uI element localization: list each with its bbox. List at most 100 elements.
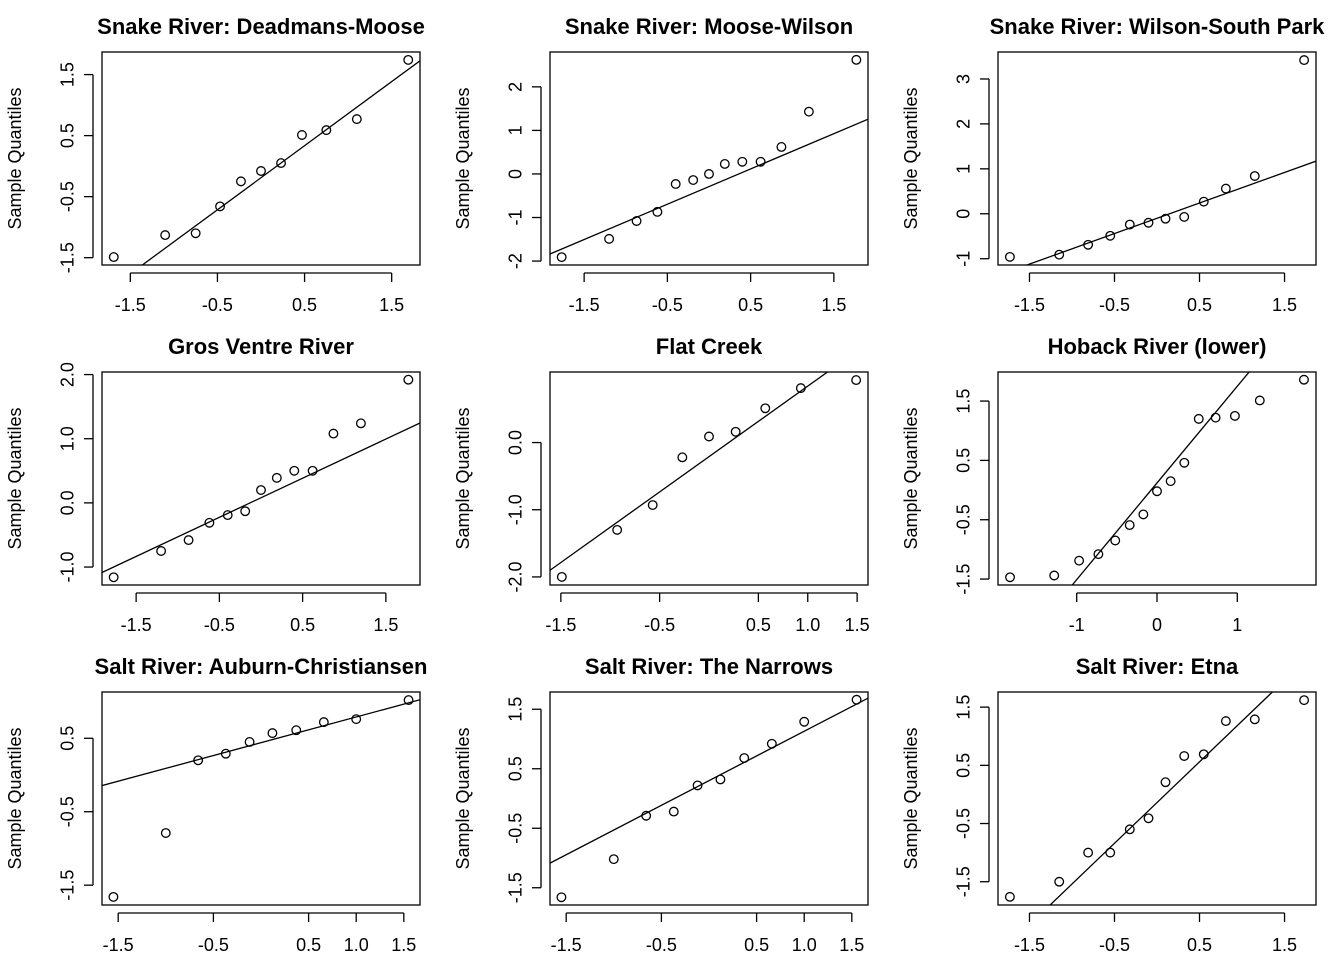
data-point xyxy=(652,206,663,217)
qq-line xyxy=(141,60,420,265)
data-point xyxy=(631,216,642,226)
data-point xyxy=(276,158,286,169)
y-tick-label: 1.5 xyxy=(954,389,974,414)
data-point xyxy=(1249,171,1260,181)
data-point xyxy=(307,465,318,476)
y-tick-label: -1.0 xyxy=(506,494,526,525)
panel-title: Salt River: Auburn-Christiansen xyxy=(95,654,428,679)
plot-frame xyxy=(997,691,1317,906)
data-point xyxy=(1054,249,1065,260)
data-point xyxy=(1299,374,1309,385)
data-point xyxy=(1083,239,1094,250)
data-point xyxy=(1179,457,1190,468)
x-tick-label: -1.5 xyxy=(551,935,582,955)
x-tick-label: -0.5 xyxy=(644,615,675,635)
qq-line xyxy=(1049,692,1274,905)
data-point xyxy=(1005,572,1015,583)
y-tick-label: -0.5 xyxy=(58,181,78,212)
x-tick-label: 0.5 xyxy=(746,615,771,635)
data-point xyxy=(1229,410,1240,421)
data-point xyxy=(1299,695,1310,706)
x-tick-label: 0 xyxy=(1152,615,1162,635)
x-tick-label: -0.5 xyxy=(1099,295,1130,315)
x-tick-label: 0.5 xyxy=(1187,295,1212,315)
y-tick-label: -2.0 xyxy=(506,561,526,592)
x-tick-label: -0.5 xyxy=(198,935,229,955)
y-tick-label: 0.5 xyxy=(58,726,78,751)
data-point xyxy=(193,755,204,766)
data-point xyxy=(692,780,703,791)
y-tick-label: 0 xyxy=(506,169,526,179)
x-tick-label: 1.0 xyxy=(792,935,817,955)
plot-frame xyxy=(549,51,869,266)
data-point xyxy=(1110,535,1121,546)
data-point xyxy=(1249,714,1260,725)
panel: Flat Creek Sample Quantiles -1.5 -0.5 0.5 1.0… xyxy=(453,334,870,635)
y-tick-label: 0 xyxy=(954,209,974,219)
data-point xyxy=(739,753,750,763)
data-point xyxy=(1143,217,1154,228)
data-point xyxy=(321,125,332,136)
data-point xyxy=(1160,777,1171,788)
x-tick-label: -1.5 xyxy=(1014,935,1045,955)
data-point xyxy=(403,374,414,385)
data-point xyxy=(108,252,119,263)
data-point xyxy=(556,892,567,903)
y-tick-label: 2 xyxy=(954,119,974,129)
data-point xyxy=(355,418,366,429)
data-point xyxy=(1054,876,1065,887)
data-point xyxy=(851,694,862,705)
data-point xyxy=(160,230,171,241)
plot-frame xyxy=(101,691,421,906)
data-point xyxy=(403,695,414,706)
panel-title: Snake River: Moose-Wilson xyxy=(565,14,853,39)
data-point xyxy=(267,728,278,739)
plot-frame xyxy=(997,371,1317,586)
x-tick-label: 1.5 xyxy=(839,935,864,955)
data-point xyxy=(1124,520,1135,531)
data-point xyxy=(688,175,699,186)
x-tick-label: 1.5 xyxy=(821,295,846,315)
data-point xyxy=(677,452,688,463)
data-point xyxy=(799,716,810,727)
data-point xyxy=(1093,549,1104,560)
data-point xyxy=(220,748,231,759)
data-point xyxy=(256,485,266,495)
x-tick-label: -0.5 xyxy=(646,935,677,955)
qq-line xyxy=(1071,372,1250,585)
x-tick-label: -1.5 xyxy=(1014,295,1045,315)
data-point xyxy=(1179,751,1190,761)
y-axis-label: Sample Quantiles xyxy=(901,407,921,549)
panel: Salt River: Etna Sample Quantiles -1.5 -0.5… xyxy=(901,654,1317,955)
y-tick-label: 0.5 xyxy=(506,756,526,781)
panel: Gros Ventre River Sample Quantiles -1.5 -0.… xyxy=(5,334,421,635)
y-tick-label: 1.5 xyxy=(506,697,526,722)
data-point xyxy=(795,383,806,394)
data-point xyxy=(647,500,658,510)
data-point xyxy=(704,169,714,179)
y-axis-label: Sample Quantiles xyxy=(453,407,473,549)
data-point xyxy=(1198,196,1209,207)
data-point xyxy=(296,130,307,140)
x-tick-label: -0.5 xyxy=(204,615,235,635)
y-tick-label: 1.5 xyxy=(954,695,974,720)
y-axis-label: Sample Quantiles xyxy=(453,727,473,869)
y-axis-label: Sample Quantiles xyxy=(5,727,25,869)
data-point xyxy=(851,54,862,65)
data-point xyxy=(160,828,171,838)
data-point xyxy=(318,717,329,728)
x-tick-label: -0.5 xyxy=(652,295,683,315)
x-tick-label: -1.5 xyxy=(115,295,146,315)
plot-frame xyxy=(549,691,869,906)
data-point xyxy=(612,524,623,535)
y-tick-label: 1.5 xyxy=(58,62,78,87)
data-point xyxy=(1083,847,1094,858)
x-tick-label: -0.5 xyxy=(1099,935,1130,955)
qq-line xyxy=(550,118,868,255)
x-tick-label: 1.5 xyxy=(391,935,416,955)
data-point xyxy=(289,465,300,476)
data-point xyxy=(1105,230,1116,241)
x-tick-label: 1.5 xyxy=(1272,935,1297,955)
x-tick-label: -0.5 xyxy=(202,295,233,315)
